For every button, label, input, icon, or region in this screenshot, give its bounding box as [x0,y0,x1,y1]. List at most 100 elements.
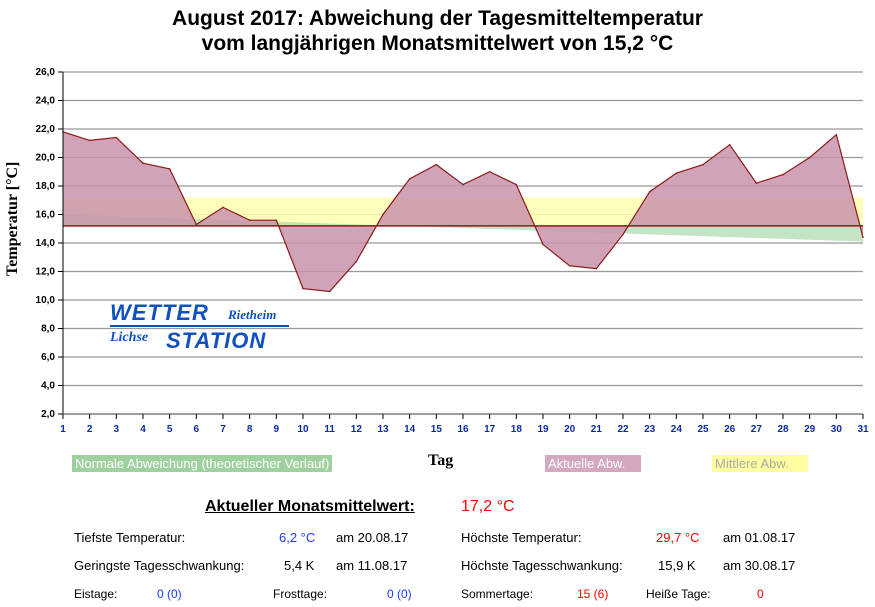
data-point [488,170,491,173]
y-tick-label: 4,0 [41,381,55,392]
y-tick-label: 20,0 [36,153,56,164]
summer-days-value: 15 (6) [577,587,609,601]
min-temp-label: Tiefste Temperatur: [74,530,186,545]
x-tick-label: 9 [274,424,280,435]
y-tick-label: 10,0 [36,295,56,306]
min-temp-value: 6,2 °C [279,530,316,545]
min-range-value: 5,4 K [284,558,315,573]
y-tick-label: 24,0 [36,96,56,107]
min-range-date: am 11.08.17 [336,558,408,573]
y-tick-label: 26,0 [36,67,56,78]
x-tick-label: 21 [591,424,603,435]
x-tick-label: 1 [60,424,66,435]
x-axis-label: Tag [428,452,454,469]
min-range-label: Geringste Tagesschwankung: [74,558,245,573]
data-point [142,162,144,164]
logo-rietheim: Rietheim [228,307,277,322]
chart: 2,0 4,0 6,0 8,0 10,0 12,0 14,0 16,0 18,0 20,0 22,0… [36,67,869,435]
x-tick-label: 27 [751,424,763,435]
data-point [355,260,358,263]
data-point [835,133,838,136]
y-tick-label: 22,0 [36,124,56,135]
data-point [755,182,758,184]
x-tick-label: 11 [324,424,335,435]
x-tick-label: 20 [564,424,576,435]
hot-days-value: 0 [757,587,764,601]
legend-mean: Mittlere Abw. [712,455,808,472]
x-tick-label: 23 [644,424,656,435]
x-tick-label: 26 [724,424,736,435]
max-temp-value: 29,7 °C [656,530,700,545]
frost-days-label: Frosttage: [273,587,328,601]
summer-days-label: Sommertage: [461,587,534,601]
data-point [275,219,278,221]
x-tick-label: 24 [671,424,683,435]
logo-wetter: WETTER [110,300,209,325]
y-tick-label: 6,0 [41,352,55,363]
data-point [408,178,411,180]
min-temp-date: am 20.08.17 [336,530,409,545]
data-point [88,139,91,142]
x-tick-label: 29 [804,424,816,435]
data-point [702,163,704,166]
data-point [302,287,304,290]
logo-station: STATION [166,328,267,353]
logo: WETTER Rietheim Lichse STATION [110,300,292,356]
y-tick-label: 18,0 [36,181,56,192]
chart-title: August 2017: Abweichung der Tagesmittelt… [0,6,875,56]
data-point [862,236,864,239]
x-tick-label: 13 [377,424,389,435]
max-temp-label: Höchste Temperatur: [461,530,582,545]
data-point [195,223,198,226]
x-tick-label: 10 [297,424,309,435]
data-point [515,183,518,186]
legend-normal: Normale Abweichung (theoretischer Verlau… [72,455,333,472]
y-tick-label: 16,0 [36,210,56,221]
x-tick-label: 14 [404,424,416,435]
max-range-label: Höchste Tagesschwankung: [461,558,623,573]
ice-days-value: 0 (0) [157,587,182,601]
data-point [648,190,651,193]
x-tick-label: 8 [247,424,253,435]
data-point [542,243,544,246]
x-tick-label: 31 [857,424,869,435]
data-point [462,183,464,186]
y-tick-label: 14,0 [36,238,56,249]
x-tick-label: 3 [114,424,120,435]
logo-divider [110,325,289,327]
title-line-1: August 2017: Abweichung der Tagesmittelt… [172,7,703,30]
data-point [168,168,171,170]
data-point [675,172,678,174]
max-range-value: 15,9 K [658,558,696,573]
data-point [568,265,571,267]
ice-days-label: Eistage: [74,587,118,601]
x-tick-label: 25 [697,424,709,435]
legend-actual: Aktuelle Abw. [545,455,641,472]
x-tick-label: 28 [777,424,789,435]
x-tick-label: 12 [351,424,363,435]
data-point [728,143,731,146]
x-tick-label: 6 [194,424,200,435]
title-line-2: vom langjährigen Monatsmittelwert von 15… [201,32,674,55]
y-tick-label: 8,0 [41,324,55,335]
x-tick-label: 2 [87,424,93,435]
data-point [435,163,438,166]
x-tick-label: 17 [484,424,496,435]
x-tick-label: 4 [140,424,146,435]
x-tick-label: 16 [457,424,469,435]
y-tick-label: 12,0 [36,267,56,278]
monthly-mean-value: 17,2 °C [461,498,515,515]
data-point [595,267,598,270]
x-tick-label: 30 [831,424,843,435]
x-tick-label: 7 [220,424,226,435]
data-point [622,233,624,236]
data-point [115,136,118,139]
frost-days-value: 0 (0) [387,587,412,601]
x-tick-label: 19 [537,424,549,435]
data-point [222,206,224,209]
monthly-mean-label: Aktueller Monatsmittelwert: [205,498,415,515]
x-tick-label: 22 [617,424,629,435]
max-temp-date: am 01.08.17 [723,530,796,545]
y-axis-label: Temperatur [°C] [4,161,21,276]
max-range-date: am 30.08.17 [723,558,796,573]
